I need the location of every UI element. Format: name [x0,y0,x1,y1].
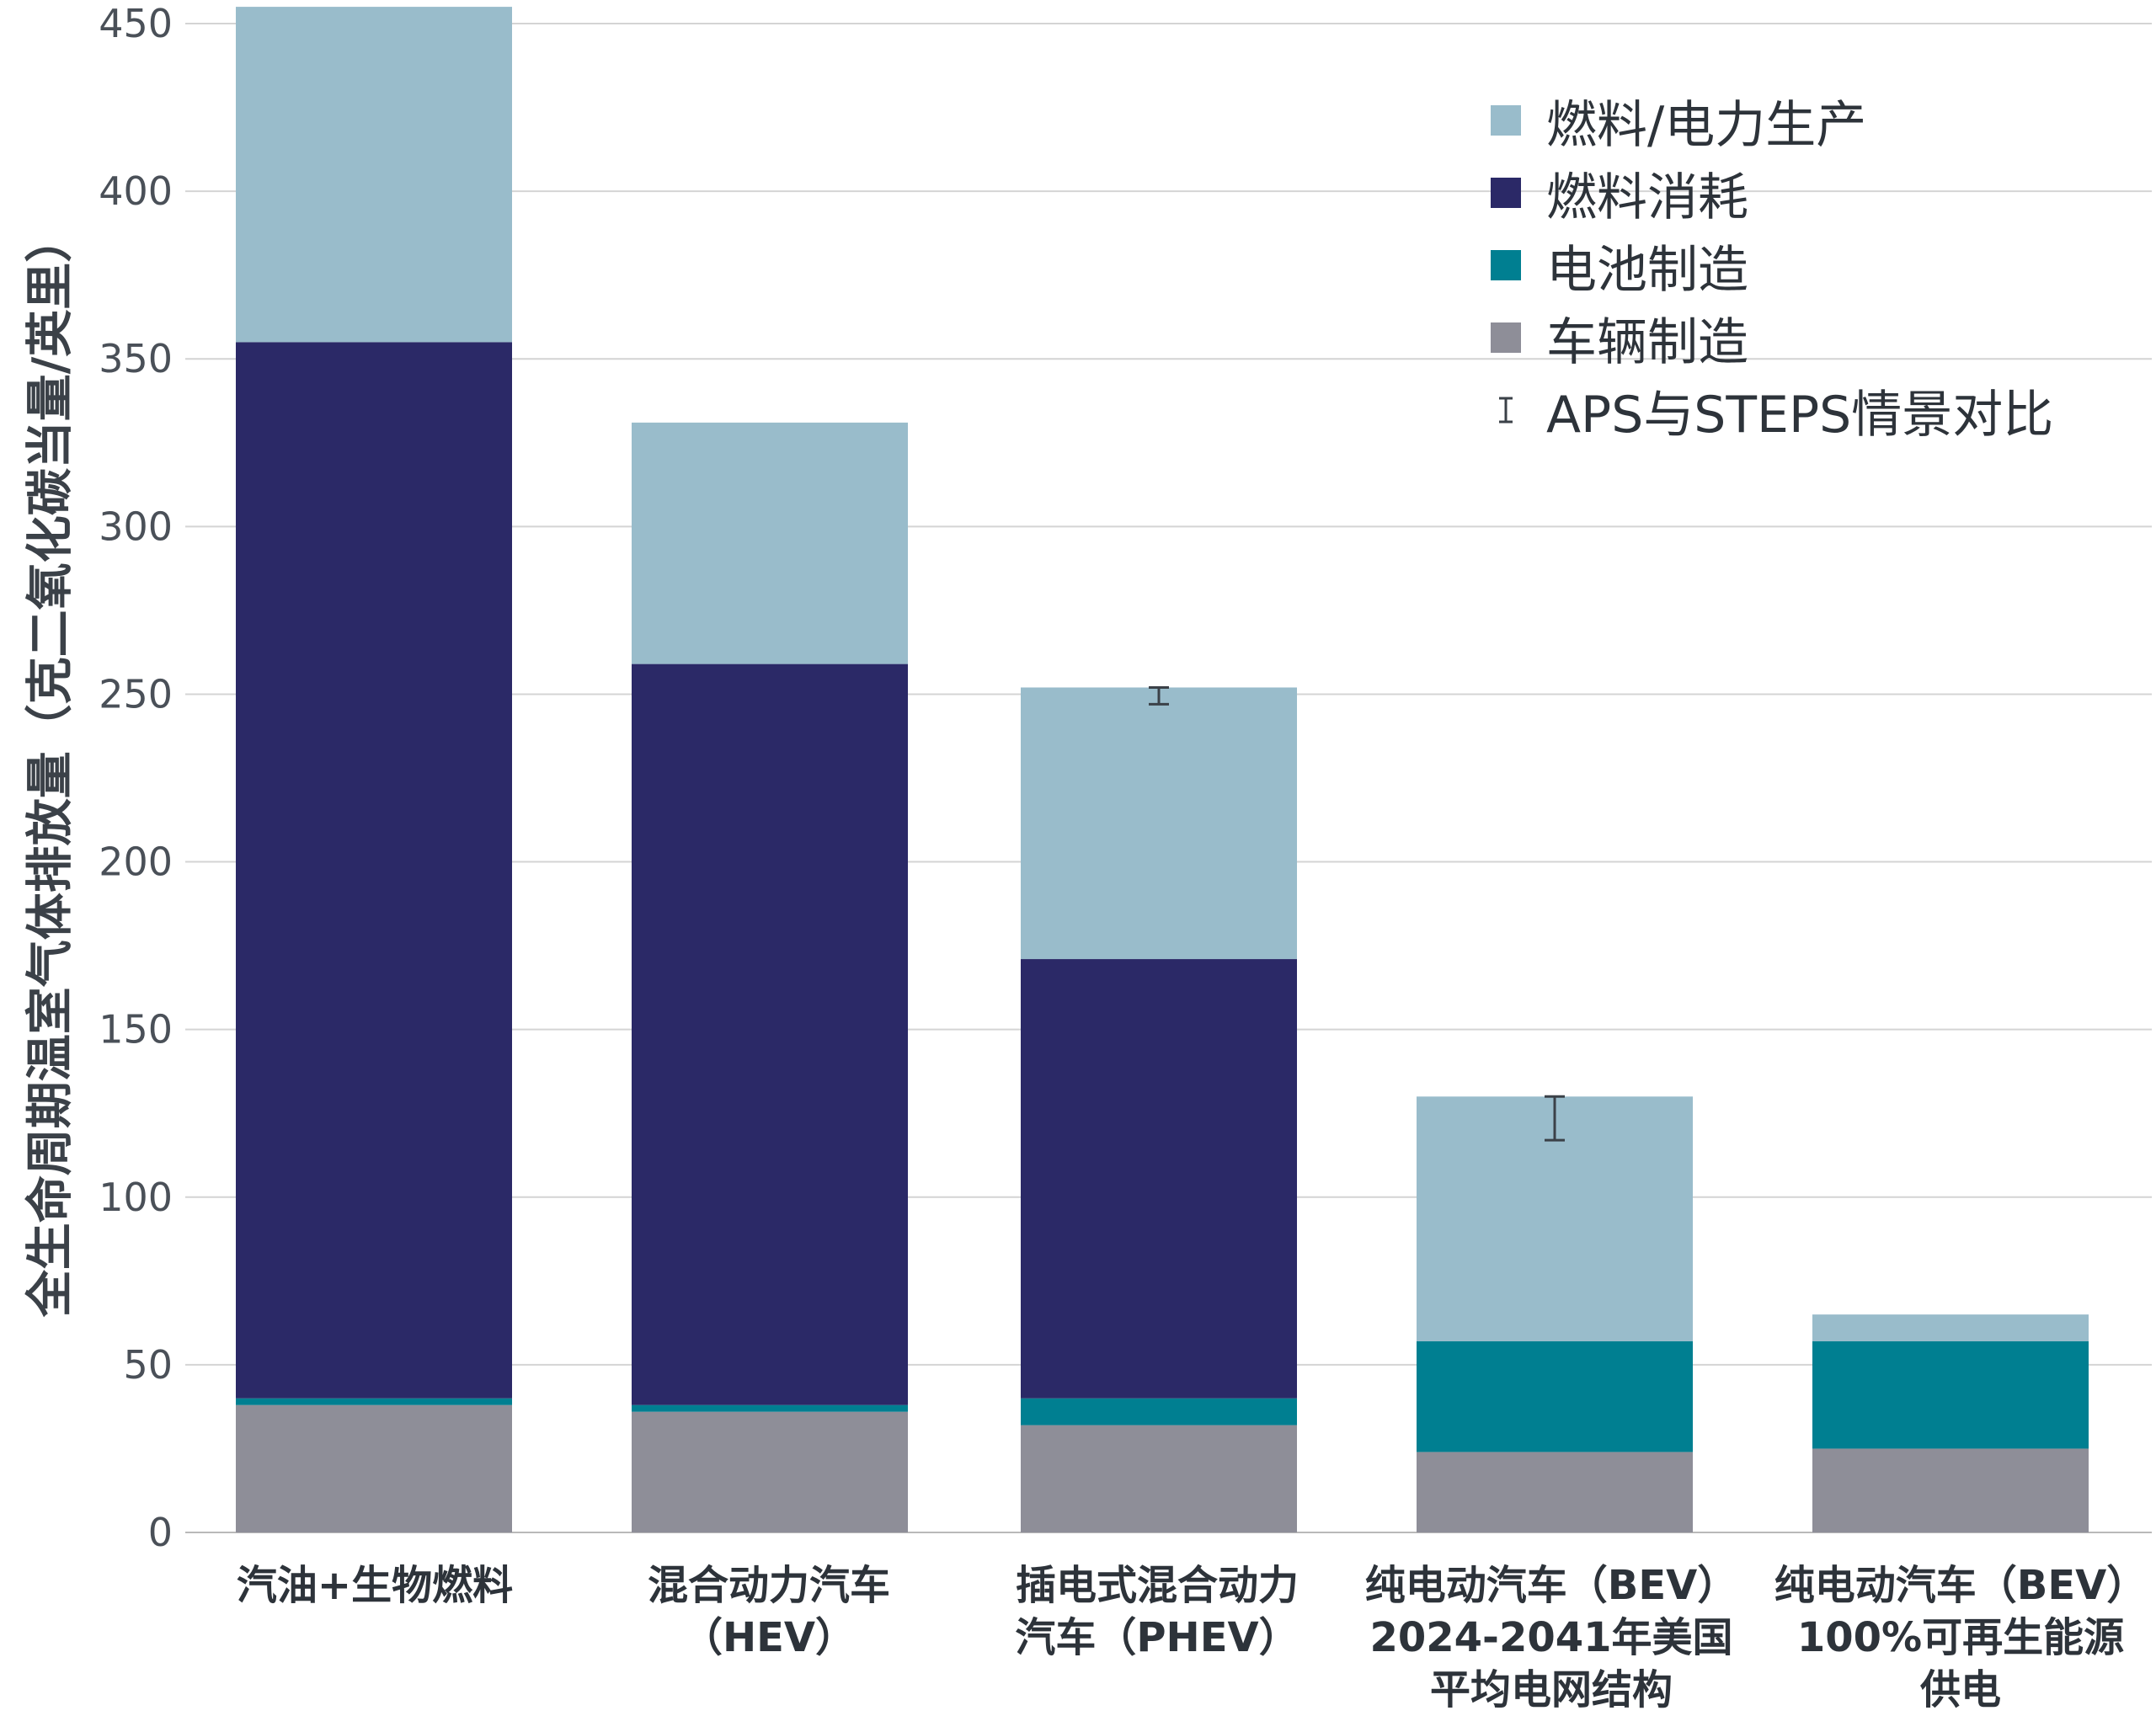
y-tick-label: 100 [99,1175,173,1220]
y-tick-label: 400 [99,168,173,214]
y-tick-label: 350 [99,336,173,381]
x-category-label: 纯电动汽车（BEV） 2024-2041年美国 平均电网结构 [1364,1562,1738,1713]
x-category-label: 汽油+生物燃料 [236,1562,514,1609]
legend-item-fuel-consumption: 燃料消耗 [1491,157,2053,229]
bar-segment [632,663,908,1405]
legend-swatch-vehicle-manufacturing [1491,322,1521,353]
bar-segment [1417,1341,1693,1452]
bar-segment [1812,1341,2089,1449]
error-bars [1149,685,1565,1142]
bars [236,7,2089,1532]
bar-segment [1021,687,1297,960]
bar-segment [1021,1425,1297,1532]
legend-swatch-battery-manufacturing [1491,250,1521,280]
legend-item-battery-manufacturing: 电池制造 [1491,229,2053,301]
bar-segment [236,1404,512,1532]
legend-label: 燃料/电力生产 [1546,95,1867,155]
bar-segment [1812,1314,2089,1342]
bar-segment [632,1404,908,1412]
y-tick-label: 150 [99,1007,173,1053]
y-tick-label: 300 [99,504,173,549]
legend-swatch-fuel-consumption [1491,178,1521,208]
error-bar [1545,1095,1565,1142]
y-tick-label: 450 [99,1,173,46]
bar-segment [1021,959,1297,1399]
legend-label: 电池制造 [1546,240,1748,300]
error-bar-icon [1499,397,1513,424]
bar-segment [632,1411,908,1532]
legend-label: APS与STEPS情景对比 [1546,385,2054,445]
x-category-label: 插电式混合动力 汽车（PHEV） [1015,1562,1299,1661]
bar-segment [236,1398,512,1405]
legend-label: 车辆制造 [1546,312,1748,372]
y-tick-labels: 0 50 100 150 200 250 300 350 400 450 [99,1,173,1555]
y-axis-label: 全生命周期温室气体排放量（克二氧化碳当量/英里） [23,215,78,1318]
legend: 燃料/电力生产 燃料消耗 电池制造 车辆制造 APS与STEPS情景对比 [1491,84,2053,446]
y-axis-label-container: 全生命周期温室气体排放量（克二氧化碳当量/英里） [0,0,93,1532]
legend-item-error-bar: APS与STEPS情景对比 [1491,374,2053,446]
legend-label: 燃料消耗 [1546,168,1748,227]
y-tick-label: 250 [99,671,173,717]
error-bar [1149,685,1169,706]
bar-segment [1417,1452,1693,1532]
bar-segment [236,342,512,1399]
bar-segment [632,422,908,664]
x-category-label: 混合动力汽车 （HEV） [647,1562,890,1661]
bar-segment [1812,1448,2089,1532]
bar-segment [1021,1398,1297,1426]
x-category-label: 纯电动汽车（BEV） 100%可再生能源 供电 [1774,1562,2148,1713]
bar-segment [236,7,512,343]
y-tick-label: 50 [123,1342,173,1388]
legend-swatch-fuel-production [1491,105,1521,136]
y-tick-label: 200 [99,839,173,885]
legend-item-vehicle-manufacturing: 车辆制造 [1491,301,2053,374]
y-tick-label: 0 [148,1510,173,1555]
legend-item-fuel-production: 燃料/电力生产 [1491,84,2053,157]
